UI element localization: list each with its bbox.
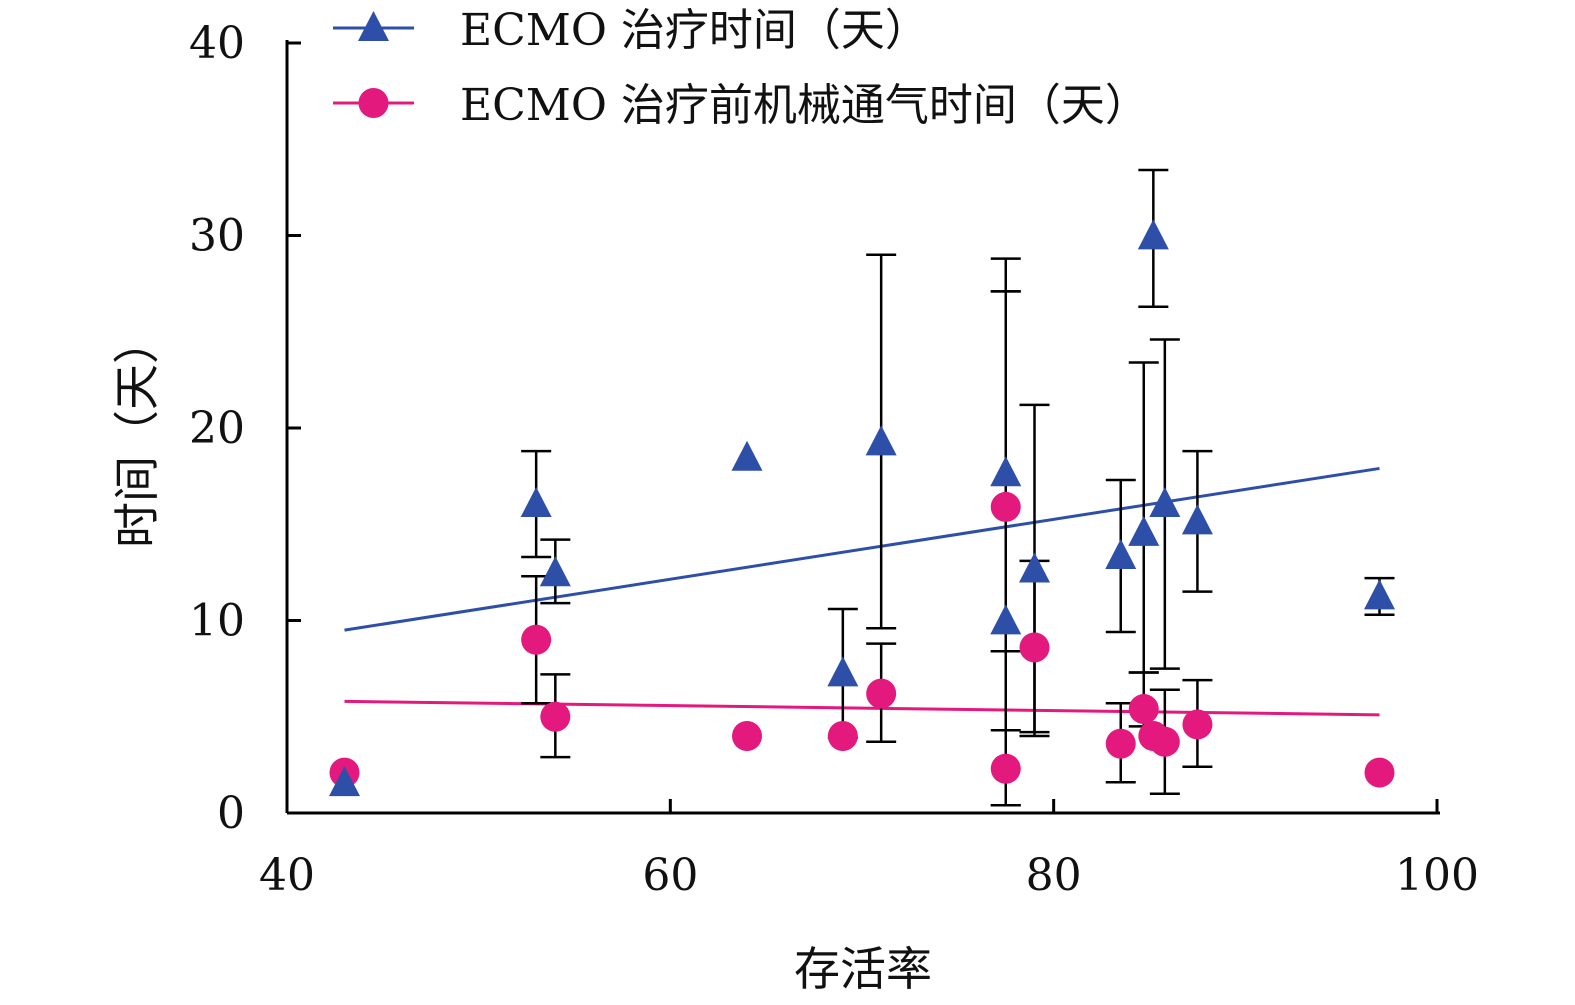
ventilation-circle-point xyxy=(1105,728,1136,759)
x-tick-label: 100 xyxy=(1395,850,1479,901)
ecmo-triangle-point xyxy=(1019,552,1050,583)
legend-label-ventilation: ECMO 治疗前机械通气时间（天） xyxy=(460,80,1149,131)
y-tick-label: 40 xyxy=(189,18,245,69)
trendlines xyxy=(344,466,1380,717)
ecmo-triangle-point xyxy=(990,604,1022,635)
trendline-ecmo xyxy=(344,466,1380,632)
ecmo-triangle-point xyxy=(520,487,552,517)
ventilation-circle-point xyxy=(1364,757,1395,788)
y-tick-label: 20 xyxy=(189,403,245,454)
ecmo-triangle-point xyxy=(1105,538,1137,569)
ventilation-circle-point xyxy=(1128,694,1159,725)
ecmo-triangle-point xyxy=(731,440,763,471)
ventilation-circle-point xyxy=(1019,632,1050,663)
ecmo-triangle-point xyxy=(990,456,1022,487)
data-points xyxy=(329,219,1395,797)
ecmo-triangle-point xyxy=(1364,579,1395,610)
trendline-ventilation xyxy=(344,699,1380,717)
ventilation-circle-point xyxy=(827,721,858,751)
ventilation-circle-point xyxy=(1149,726,1180,757)
x-tick-label: 80 xyxy=(1026,850,1082,901)
y-tick-label: 30 xyxy=(189,211,245,262)
ventilation-circle-point xyxy=(1182,709,1213,740)
ecmo-triangle-point xyxy=(865,425,897,456)
axis-ticks: 0 10 20 30 40 40 60 80 100 xyxy=(189,18,1479,901)
x-tick-label: 60 xyxy=(642,850,698,901)
ventilation-circle-point xyxy=(521,624,552,655)
ventilation-circle-point xyxy=(866,678,897,709)
ventilation-circle-point xyxy=(990,753,1021,784)
ecmo-triangle-point xyxy=(1137,219,1169,250)
ventilation-circle-point xyxy=(732,721,762,751)
ecmo-triangle-point xyxy=(539,556,571,587)
ecmo-triangle-point xyxy=(1149,487,1181,517)
ecmo-triangle-point xyxy=(329,766,360,797)
legend-label-ecmo: ECMO 治疗时间（天） xyxy=(460,5,929,56)
ecmo-triangle-point xyxy=(1128,515,1160,546)
legend: ECMO 治疗时间（天） ECMO 治疗前机械通气时间（天） xyxy=(333,5,1149,131)
x-tick-label: 40 xyxy=(259,850,315,901)
legend-circle-icon xyxy=(358,88,389,118)
y-tick-label: 10 xyxy=(189,596,245,647)
ventilation-circle-point xyxy=(990,491,1021,522)
y-axis-title: 时间（天） xyxy=(110,318,164,548)
ecmo-triangle-point xyxy=(1181,504,1213,535)
x-axis-title: 存活率 xyxy=(794,942,932,996)
y-tick-label: 0 xyxy=(217,788,245,839)
legend-triangle-icon xyxy=(358,11,389,41)
ventilation-circle-point xyxy=(540,701,571,732)
ecmo-triangle-point xyxy=(827,656,859,687)
